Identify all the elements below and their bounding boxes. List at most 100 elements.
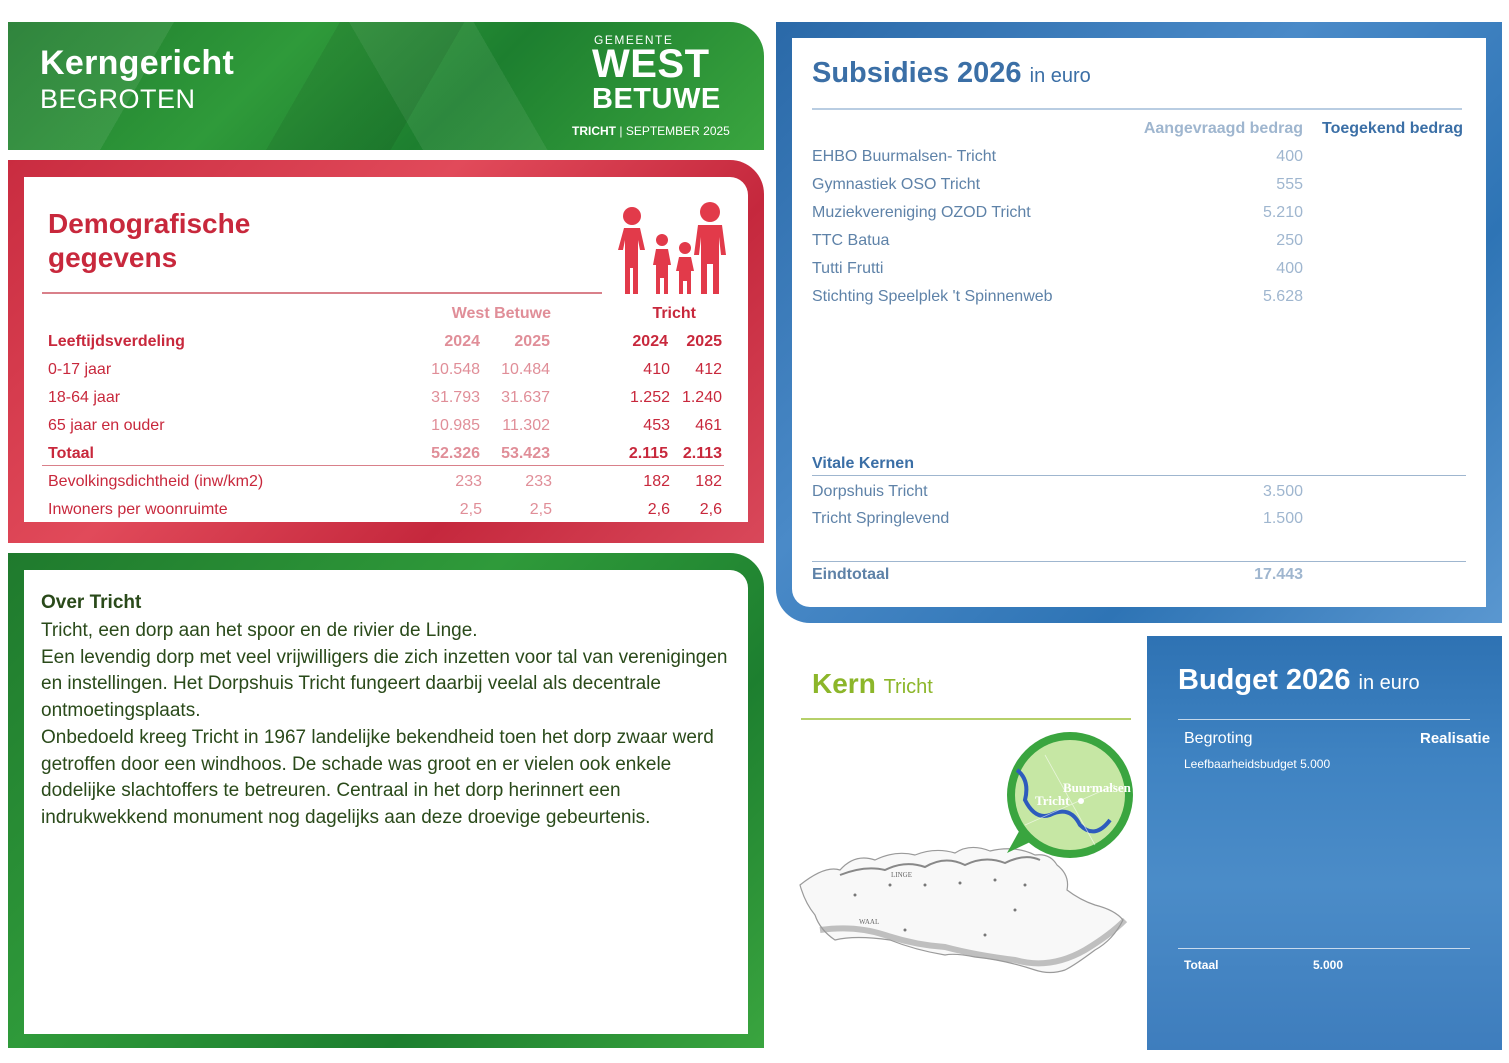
budget-total-label: Totaal [1184, 958, 1219, 972]
cell-requested: 250 [1276, 232, 1303, 249]
row-label: Bevolkingsdichtheid (inw/km2) [48, 473, 264, 490]
map-label-tricht: Tricht [1035, 793, 1070, 808]
budget-panel: Budget 2026 in euro Begroting Realisatie… [1147, 636, 1502, 1050]
vital-kernen-title: Vitale Kernen [812, 455, 914, 472]
header-tricht-2024: 2024 [632, 333, 668, 350]
subsidies-card [792, 38, 1486, 607]
map-label-linge: LINGE [891, 871, 912, 879]
cell-requested: 555 [1276, 176, 1303, 193]
cell-wb-2024: 52.326 [431, 445, 480, 462]
logo-west-text: WEST [592, 42, 710, 86]
map-label-waal: WAAL [859, 918, 879, 926]
cell-wb-2024: 10.985 [431, 417, 480, 434]
map-river-linge [839, 856, 1041, 876]
section-leeftijdsverdeling: Leeftijdsverdeling [48, 333, 185, 350]
budget-col-begroting: Begroting [1184, 730, 1253, 747]
kern-title-divider [801, 718, 1131, 720]
row-label: 65 jaar en ouder [48, 417, 165, 434]
about-body: Tricht, een dorp aan het spoor en de riv… [41, 618, 741, 832]
budget-unit: in euro [1358, 672, 1420, 694]
subsidies-title-text: Subsidies 2026 [812, 57, 1022, 89]
row-label: Inwoners per woonruimte [48, 501, 228, 518]
cell-tricht-2024: 182 [643, 473, 670, 490]
cell-tricht-2025: 461 [695, 417, 722, 434]
header-wb-2024: 2024 [444, 333, 480, 350]
cell-tricht-2024: 453 [643, 417, 670, 434]
row-label: Gymnastiek OSO Tricht [812, 176, 981, 193]
map-label-buurmalsen: Buurmalsen [1063, 780, 1132, 795]
budget-total-amount: 5.000 [1313, 958, 1344, 972]
header-tricht-2025: 2025 [686, 333, 722, 350]
cell-tricht-2025: 1.240 [681, 389, 722, 406]
cell-tricht-2024: 410 [643, 361, 670, 378]
header-wb-2025: 2025 [514, 333, 550, 350]
budget-total-divider [1178, 948, 1470, 949]
vital-kernen-divider [812, 475, 1466, 476]
cell-wb-2024: 31.793 [431, 389, 480, 406]
about-paragraph: Tricht, een dorp aan het spoor en de riv… [41, 620, 478, 641]
row-label: 18-64 jaar [48, 389, 121, 406]
budget-title: Budget 2026 in euro [1178, 664, 1420, 697]
kern-name: Tricht [883, 676, 933, 698]
cell-wb-2025: 2,5 [529, 501, 552, 518]
about-card [24, 570, 748, 1034]
row-label: EHBO Buurmalsen- Tricht [812, 148, 997, 165]
cell-tricht-2025: 2,6 [699, 501, 722, 518]
edition-line: TRICHT | SEPTEMBER 2025 [572, 124, 730, 138]
about-title: Over Tricht [41, 592, 142, 613]
kern-title-text: Kern [812, 668, 876, 699]
map-callout-river [1015, 768, 1112, 834]
col-granted-header: Toegekend bedrag [1322, 120, 1464, 137]
cell-requested: 3.500 [1262, 483, 1303, 500]
row-label: TTC Batua [812, 232, 890, 249]
cell-tricht-2024: 1.252 [629, 389, 670, 406]
grand-total-amount: 17.443 [1254, 566, 1303, 583]
col-group-tricht: Tricht [652, 305, 696, 322]
row-label: Muziekvereniging OZOD Tricht [812, 204, 1031, 221]
cell-tricht-2024: 2,6 [647, 501, 670, 518]
map-tricht-marker [1078, 798, 1084, 804]
logo-gemeente-text: GEMEENTE [594, 33, 674, 47]
demographics-title-divider [42, 292, 602, 294]
cell-wb-2025: 11.302 [502, 417, 550, 434]
row-label: 0-17 jaar [48, 361, 112, 378]
demographics-title-line2: gegevens [48, 242, 178, 273]
subsidies-title: Subsidies 2026 in euro [812, 57, 1091, 90]
cell-tricht-2025: 412 [695, 361, 722, 378]
budget-title-text: Budget 2026 [1178, 664, 1351, 696]
report-subtitle: BEGROTEN [40, 84, 196, 114]
cell-tricht-2024: 2.115 [628, 445, 668, 462]
cell-wb-2025: 53.423 [501, 445, 550, 462]
demographics-title: Demografische gegevens [48, 207, 250, 275]
map-river-waal [819, 917, 1128, 967]
header-banner: Kerngericht BEGROTEN GEMEENTE WEST BETUW… [8, 22, 764, 150]
budget-title-divider [1178, 719, 1470, 720]
report-title: Kerngericht [40, 44, 235, 82]
cell-wb-2025: 10.484 [501, 361, 550, 378]
cell-requested: 400 [1276, 148, 1303, 165]
total-divider [42, 465, 724, 466]
cell-tricht-2025: 182 [695, 473, 722, 490]
cell-requested: 5.628 [1262, 288, 1303, 305]
row-label: Stichting Speelplek 't Spinnenweb [812, 288, 1053, 305]
grand-total-label: Eindtotaal [812, 566, 890, 583]
edition-kern: TRICHT [572, 124, 616, 138]
about-paragraph: Onbedoeld kreeg Tricht in 1967 landelijk… [41, 726, 714, 828]
cell-wb-2025: 31.637 [501, 389, 550, 406]
cell-requested: 400 [1276, 260, 1303, 277]
cell-requested: 1.500 [1262, 510, 1303, 527]
budget-line-item: Leefbaarheidsbudget 5.000 [1184, 757, 1331, 771]
edition-date: SEPTEMBER 2025 [625, 124, 730, 138]
row-label: Dorpshuis Tricht [812, 483, 928, 500]
subsidies-title-divider [812, 108, 1462, 110]
about-paragraph: Een levendig dorp met veel vrijwilligers… [41, 646, 728, 722]
cell-wb-2024: 2,5 [459, 501, 482, 518]
cell-wb-2025: 233 [525, 473, 552, 490]
cell-tricht-2025: 2.113 [682, 445, 722, 462]
demographics-title-line1: Demografische [48, 208, 251, 239]
row-label: Tricht Springlevend [812, 510, 950, 527]
cell-wb-2024: 10.548 [431, 361, 480, 378]
row-label: Tutti Frutti [812, 260, 884, 277]
kern-title: Kern Tricht [812, 668, 933, 700]
edition-separator: | [619, 124, 623, 138]
